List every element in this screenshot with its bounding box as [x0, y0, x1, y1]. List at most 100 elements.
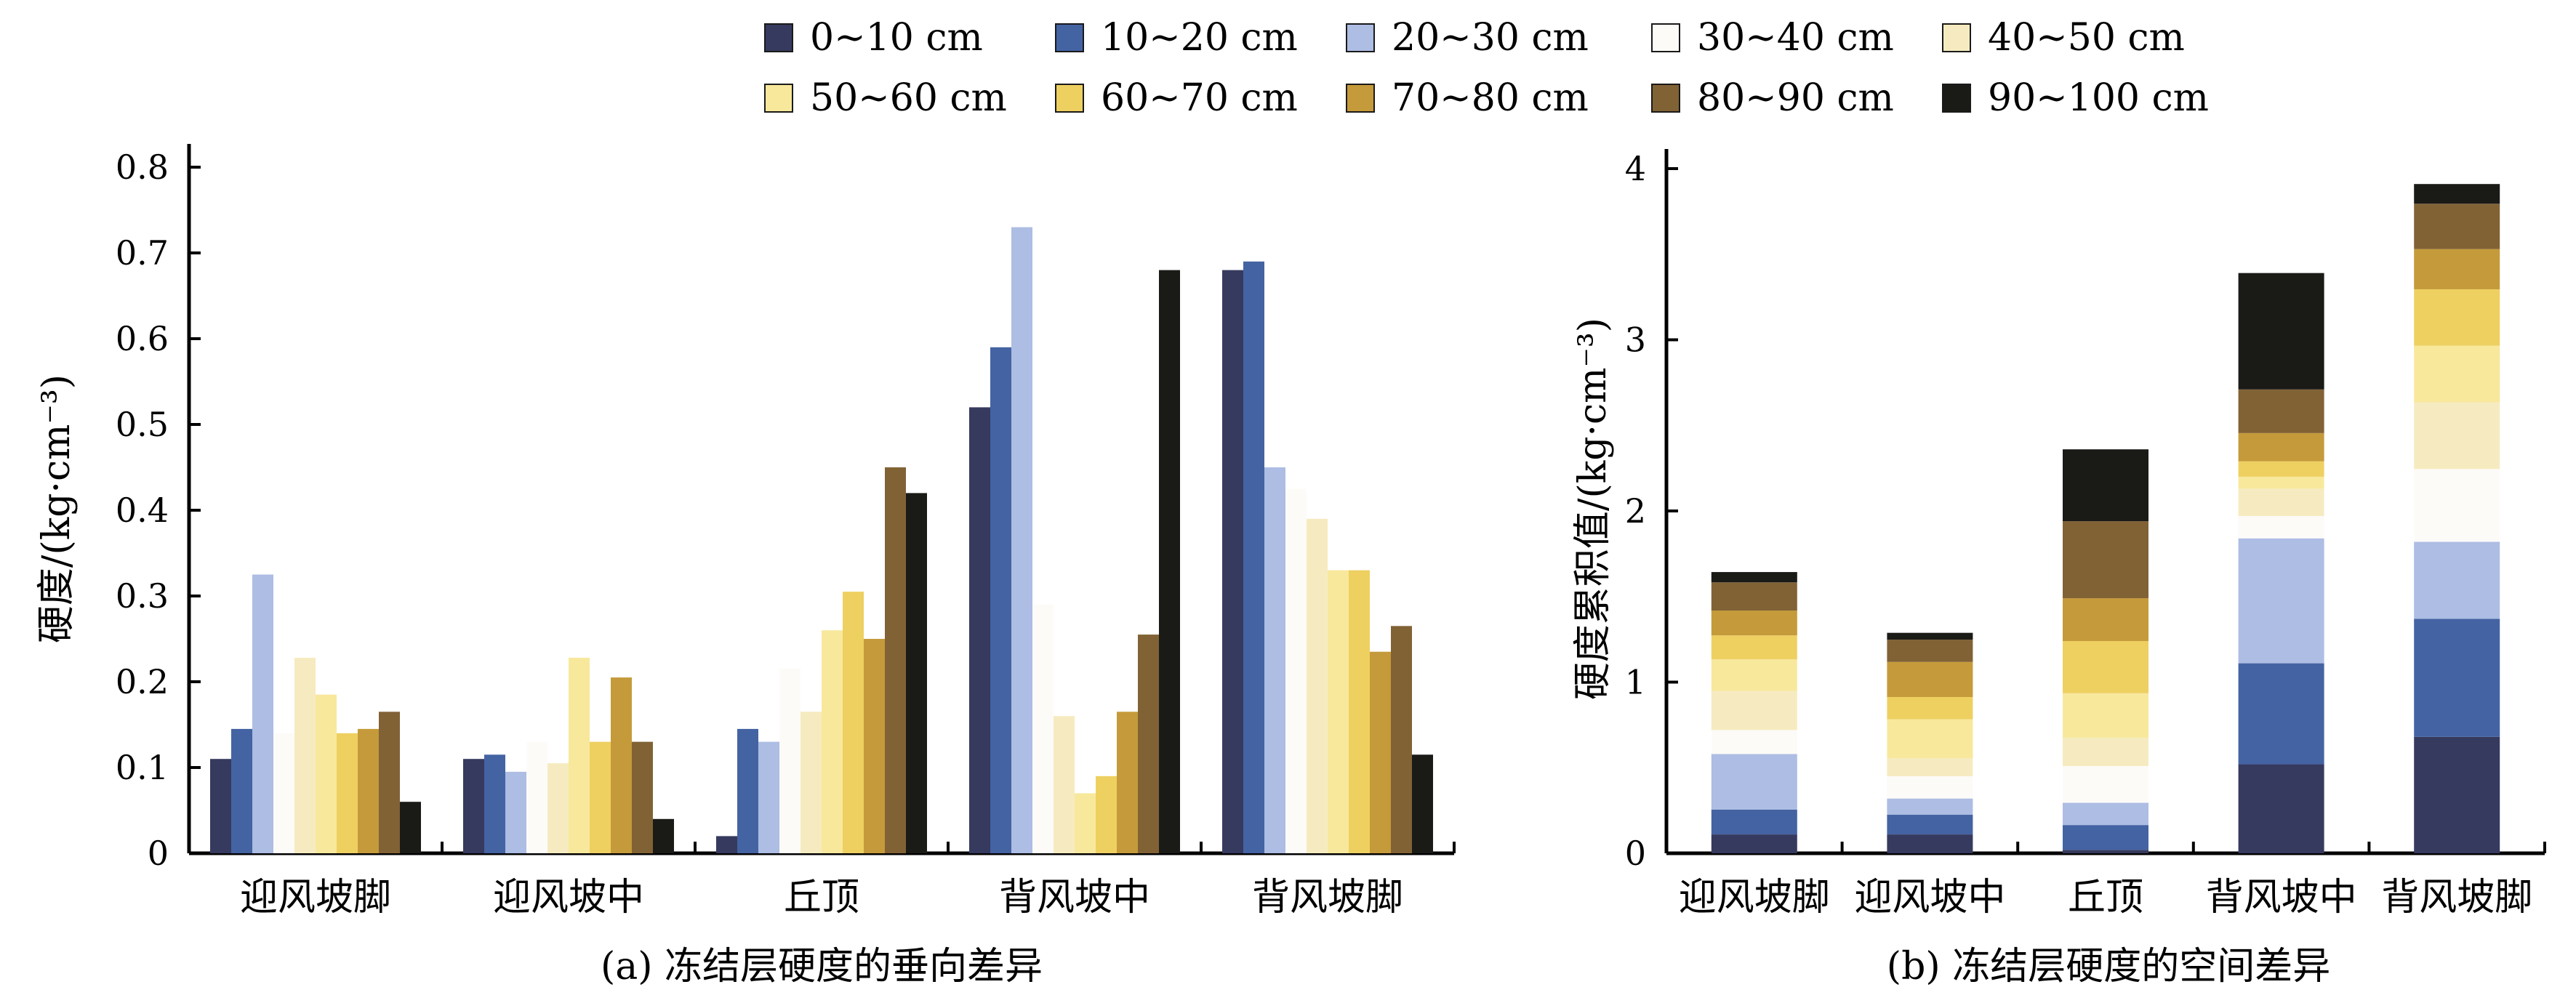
bar-3-6	[1096, 776, 1117, 853]
y-tick-label: 0.2	[116, 662, 169, 701]
stack-3-3	[2238, 516, 2324, 539]
legend-swatch	[1942, 84, 1971, 113]
legend-swatch	[764, 23, 793, 52]
y-tick-label: 0.6	[116, 319, 169, 358]
y-axis-label: 硬度累积值/(kg·cm⁻³)	[1571, 318, 1615, 700]
legend-label: 80~90 cm	[1697, 76, 1894, 120]
x-tick-label: 背风坡中	[2206, 876, 2357, 919]
stack-1-2	[1887, 798, 1973, 815]
bar-1-0	[463, 759, 484, 853]
stack-1-9	[1887, 632, 1973, 640]
stack-1-5	[1887, 719, 1973, 759]
legend-label: 50~60 cm	[810, 76, 1007, 120]
stack-0-8	[1711, 582, 1797, 611]
stack-0-5	[1711, 659, 1797, 691]
y-tick-label: 0.5	[116, 405, 169, 444]
bar-1-4	[547, 763, 569, 853]
bar-3-5	[1075, 793, 1096, 853]
panel-b-caption: (b) 冻结层硬度的空间差异	[1887, 945, 2330, 988]
stack-2-9	[2063, 449, 2148, 522]
stack-4-6	[2414, 289, 2500, 346]
bar-4-7	[1370, 651, 1391, 853]
bar-2-9	[906, 493, 927, 853]
bar-1-9	[653, 818, 674, 853]
y-tick-label: 0	[148, 834, 169, 873]
stack-3-5	[2238, 476, 2324, 489]
bar-2-5	[822, 630, 843, 853]
stack-4-0	[2414, 736, 2500, 853]
bar-4-3	[1285, 488, 1307, 853]
bar-1-6	[590, 741, 611, 853]
stack-4-4	[2414, 402, 2500, 470]
stack-2-4	[2063, 738, 2148, 766]
bar-3-9	[1159, 270, 1180, 854]
stack-2-6	[2063, 640, 2148, 693]
y-tick-label: 0.4	[116, 491, 169, 530]
stack-4-9	[2414, 184, 2500, 204]
stack-4-2	[2414, 541, 2500, 619]
stack-4-3	[2414, 469, 2500, 542]
legend-label: 20~30 cm	[1392, 16, 1589, 60]
legend-label: 90~100 cm	[1988, 76, 2209, 120]
bar-1-2	[505, 771, 526, 853]
bar-0-4	[294, 657, 316, 853]
legend-label: 40~50 cm	[1988, 16, 2185, 60]
bar-0-2	[252, 574, 273, 853]
stack-3-7	[2238, 432, 2324, 462]
stack-2-2	[2063, 802, 2148, 826]
x-tick-label: 背风坡中	[999, 876, 1150, 919]
x-tick-label: 迎风坡脚	[1679, 876, 1830, 919]
bar-0-9	[400, 802, 421, 853]
legend-swatch	[1055, 84, 1084, 113]
bar-2-0	[716, 836, 737, 853]
stack-2-3	[2063, 765, 2148, 803]
stack-1-6	[1887, 696, 1973, 720]
legend-label: 30~40 cm	[1697, 16, 1894, 60]
stack-2-5	[2063, 693, 2148, 738]
legend-label: 70~80 cm	[1392, 76, 1589, 120]
bar-3-8	[1138, 635, 1159, 853]
bar-0-1	[231, 728, 252, 853]
bar-4-6	[1349, 570, 1370, 853]
legend-swatch	[764, 84, 793, 113]
stack-1-0	[1887, 834, 1973, 853]
bar-2-7	[864, 639, 885, 853]
stack-3-8	[2238, 389, 2324, 433]
x-tick-label: 背风坡脚	[2381, 876, 2532, 919]
bar-4-4	[1307, 518, 1328, 853]
stack-1-1	[1887, 815, 1973, 835]
stack-4-1	[2414, 619, 2500, 737]
stack-1-8	[1887, 640, 1973, 662]
stack-0-9	[1711, 572, 1797, 583]
bar-1-5	[569, 657, 590, 853]
stack-2-8	[2063, 521, 2148, 599]
bar-3-3	[1032, 604, 1054, 853]
x-tick-label: 迎风坡中	[1854, 876, 2005, 919]
x-tick-label: 背风坡脚	[1252, 876, 1403, 919]
stack-0-7	[1711, 611, 1797, 636]
stack-0-2	[1711, 754, 1797, 810]
stack-2-1	[2063, 825, 2148, 850]
y-tick-label: 4	[1625, 149, 1646, 188]
panel-b-chart: 0 1 2 3 4 迎风坡脚 迎风坡中 丘顶 背风坡中 背风坡脚 硬度累积值/(kg·cm⁻³) (b…	[1571, 149, 2546, 988]
bar-4-0	[1222, 270, 1243, 854]
stack-3-0	[2238, 764, 2324, 853]
legend-label: 60~70 cm	[1101, 76, 1298, 120]
x-tick-label: 丘顶	[2068, 876, 2143, 919]
bar-2-2	[758, 741, 779, 853]
stack-1-4	[1887, 758, 1973, 777]
legend-swatch	[1346, 23, 1375, 52]
stack-0-1	[1711, 809, 1797, 835]
stack-3-9	[2238, 273, 2324, 390]
stack-4-8	[2414, 204, 2500, 249]
stack-4-5	[2414, 345, 2500, 403]
stack-2-0	[2063, 850, 2148, 853]
bar-1-1	[484, 754, 505, 853]
bar-2-6	[843, 592, 864, 853]
y-tick-label: 3	[1625, 321, 1646, 360]
bar-3-1	[990, 347, 1011, 853]
stack-3-6	[2238, 461, 2324, 477]
x-tick-label: 丘顶	[784, 876, 859, 919]
y-tick-label: 2	[1625, 491, 1646, 531]
